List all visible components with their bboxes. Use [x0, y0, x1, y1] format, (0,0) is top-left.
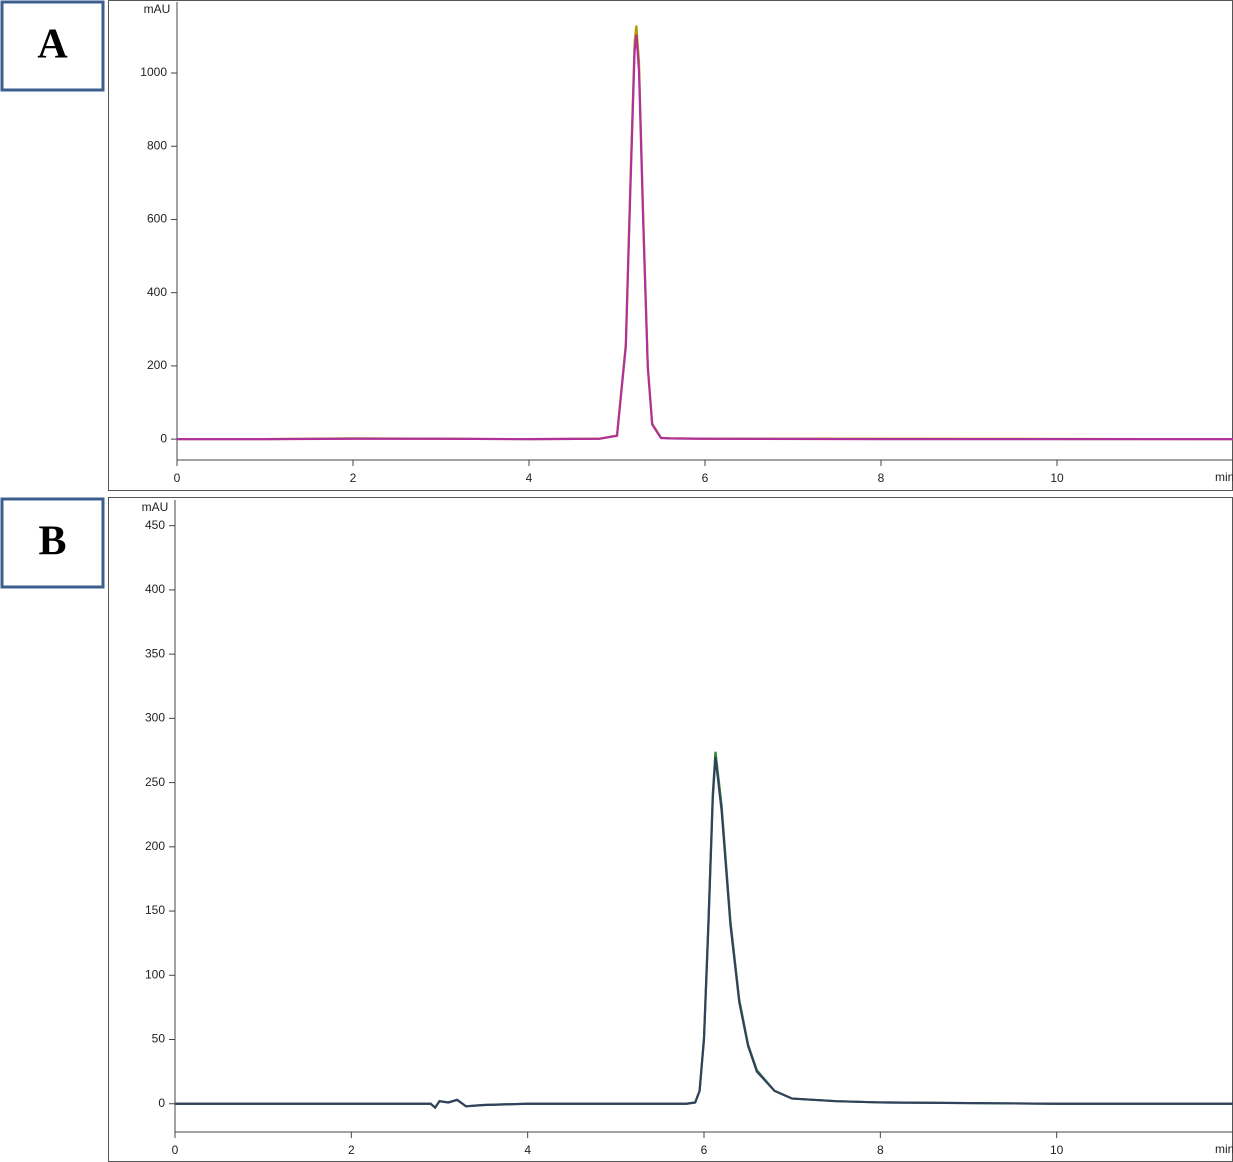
y-tick-label: 800 — [147, 138, 167, 152]
panel-label-box — [0, 497, 105, 589]
x-tick-label: 4 — [524, 1143, 531, 1157]
trace — [177, 25, 1233, 441]
x-tick-label: 8 — [877, 1143, 884, 1157]
y-tick-label: 200 — [147, 358, 167, 372]
panel-label: A — [37, 22, 68, 68]
x-axis-label: min — [1215, 1142, 1233, 1156]
panel-label-box — [0, 0, 105, 92]
y-tick-label: 400 — [145, 582, 165, 596]
x-tick-label: 6 — [701, 1143, 708, 1157]
y-tick-label: 0 — [158, 1096, 165, 1110]
x-axis-label: min — [1215, 470, 1233, 484]
y-tick-label: 600 — [147, 212, 167, 226]
y-tick-label: 250 — [145, 775, 165, 789]
y-tick-label: 0 — [160, 431, 167, 445]
trace — [177, 34, 1233, 441]
y-tick-label: 450 — [145, 518, 165, 532]
y-axis-label: mAU — [144, 2, 171, 16]
panel-frame — [108, 0, 1233, 491]
x-tick-label: 0 — [174, 471, 181, 485]
x-tick-label: 10 — [1050, 1143, 1064, 1157]
trace — [175, 751, 1233, 1110]
x-tick-label: 0 — [172, 1143, 179, 1157]
y-tick-label: 150 — [145, 903, 165, 917]
y-tick-label: 300 — [145, 711, 165, 725]
panel-frame — [108, 497, 1233, 1162]
y-axis-label: mAU — [142, 500, 169, 514]
y-tick-label: 200 — [145, 839, 165, 853]
y-tick-label: 50 — [152, 1032, 166, 1046]
x-tick-label: 2 — [350, 471, 357, 485]
x-tick-label: 6 — [702, 471, 709, 485]
panel-label: B — [38, 519, 66, 565]
x-tick-label: 4 — [526, 471, 533, 485]
x-tick-label: 2 — [348, 1143, 355, 1157]
y-tick-label: 350 — [145, 646, 165, 660]
y-tick-label: 100 — [145, 967, 165, 981]
trace — [175, 756, 1233, 1110]
y-tick-label: 1000 — [140, 65, 167, 79]
x-tick-label: 8 — [878, 471, 885, 485]
y-tick-label: 400 — [147, 285, 167, 299]
x-tick-label: 10 — [1050, 471, 1064, 485]
